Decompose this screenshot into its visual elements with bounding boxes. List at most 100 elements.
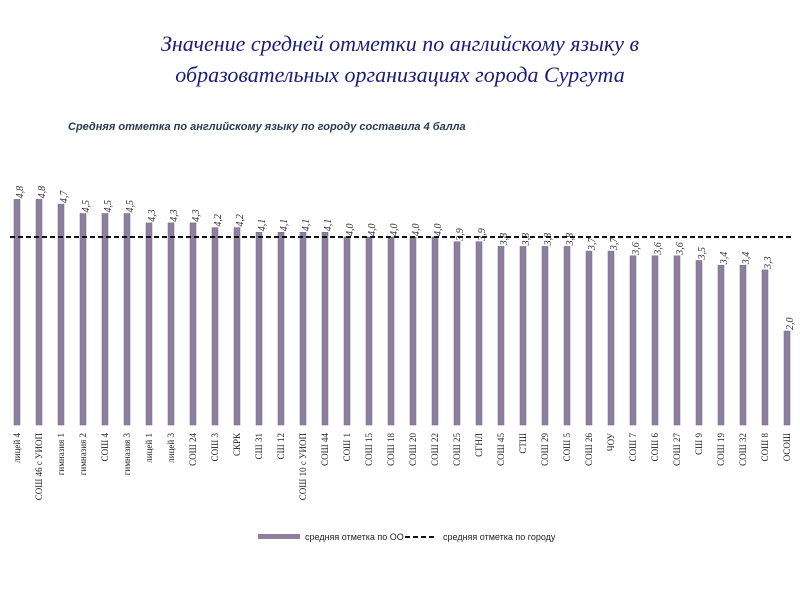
bar bbox=[629, 255, 637, 426]
bar bbox=[167, 222, 175, 426]
x-tick-label: СОШ 20 bbox=[408, 433, 418, 466]
value-label: 4,3 bbox=[147, 209, 158, 222]
x-tick-label: СОШ 7 bbox=[628, 433, 638, 462]
x-tick-label: СОШ 44 bbox=[320, 433, 330, 466]
bar bbox=[387, 236, 395, 426]
value-label: 3,6 bbox=[675, 242, 686, 256]
bar bbox=[497, 246, 505, 426]
value-label: 4,5 bbox=[125, 200, 136, 213]
value-label: 4,3 bbox=[169, 209, 180, 222]
bar bbox=[409, 236, 417, 426]
value-label: 3,7 bbox=[587, 237, 598, 252]
value-label: 4,2 bbox=[235, 214, 246, 227]
bar bbox=[717, 264, 725, 426]
bar bbox=[255, 232, 263, 426]
bar bbox=[783, 330, 791, 426]
value-label: 2,0 bbox=[785, 318, 796, 331]
value-label: 3,8 bbox=[499, 233, 510, 247]
value-label: 4,7 bbox=[59, 190, 70, 204]
x-tick-label: СОШ 18 bbox=[386, 433, 396, 466]
value-label: 3,5 bbox=[697, 247, 708, 261]
value-label: 4,1 bbox=[301, 219, 312, 232]
value-label: 4,1 bbox=[279, 219, 290, 232]
bar bbox=[101, 213, 109, 426]
x-tick-label: СОШ 45 bbox=[496, 433, 506, 466]
bar bbox=[607, 250, 615, 426]
bar bbox=[35, 199, 43, 426]
bar bbox=[519, 246, 527, 426]
bar bbox=[343, 236, 351, 426]
value-label: 4,0 bbox=[411, 224, 422, 237]
x-tick-label: СШ 12 bbox=[276, 433, 286, 459]
value-label: 4,0 bbox=[389, 224, 400, 237]
value-label: 3,8 bbox=[565, 233, 576, 247]
value-label: 3,3 bbox=[763, 256, 774, 270]
value-label: 3,6 bbox=[631, 242, 642, 256]
legend-label: средняя отметка по ОО bbox=[305, 532, 404, 542]
x-tick-label: СОШ 29 bbox=[540, 433, 550, 466]
bar bbox=[475, 241, 483, 426]
value-label: 3,4 bbox=[741, 252, 752, 266]
bar bbox=[431, 236, 439, 426]
bar bbox=[145, 222, 153, 426]
bar bbox=[761, 269, 769, 426]
x-tick-label: гимназия 1 bbox=[56, 433, 66, 475]
legend-label: средняя отметка по городу bbox=[443, 532, 556, 542]
x-tick-label: гимназия 3 bbox=[122, 433, 132, 476]
value-label: 4,1 bbox=[257, 219, 268, 232]
value-label: 3,9 bbox=[455, 228, 466, 242]
bar bbox=[739, 264, 747, 426]
bar bbox=[321, 232, 329, 426]
bar bbox=[585, 250, 593, 426]
bar bbox=[57, 203, 65, 426]
value-label: 3,9 bbox=[477, 228, 488, 242]
value-label: 4,1 bbox=[323, 219, 334, 232]
x-tick-label: СОШ 46 с УИОП bbox=[34, 433, 44, 501]
bar bbox=[563, 246, 571, 426]
value-label: 4,3 bbox=[191, 209, 202, 222]
x-tick-label: лицей 3 bbox=[166, 433, 176, 463]
value-label: 4,0 bbox=[433, 224, 444, 237]
x-tick-label: СОШ 32 bbox=[738, 433, 748, 466]
x-tick-label: СШ 9 bbox=[694, 433, 704, 455]
value-label: 4,2 bbox=[213, 214, 224, 227]
x-tick-label: СШ 31 bbox=[254, 433, 264, 459]
bar bbox=[541, 246, 549, 426]
bar bbox=[277, 232, 285, 426]
x-tick-label: СОШ 27 bbox=[672, 433, 682, 466]
bar bbox=[651, 255, 659, 426]
value-label: 4,5 bbox=[81, 200, 92, 213]
x-tick-label: СКРК bbox=[232, 432, 242, 456]
x-tick-label: СОШ 24 bbox=[188, 433, 198, 466]
value-label: 3,8 bbox=[543, 233, 554, 247]
x-tick-label: ЧОУ bbox=[606, 432, 616, 451]
bar bbox=[79, 213, 87, 426]
x-tick-label: СОШ 22 bbox=[430, 433, 440, 466]
value-label: 4,8 bbox=[15, 186, 26, 199]
x-tick-label: ОСОШ bbox=[782, 433, 792, 461]
x-tick-label: СГНЛ bbox=[474, 433, 484, 457]
bar bbox=[453, 241, 461, 426]
x-tick-label: СОШ 4 bbox=[100, 433, 110, 462]
chart-title: Значение средней отметки по английскому … bbox=[160, 31, 640, 87]
bar bbox=[365, 236, 373, 426]
value-label: 4,0 bbox=[345, 224, 356, 237]
bar bbox=[123, 213, 131, 426]
x-tick-label: СОШ 1 bbox=[342, 433, 352, 461]
x-tick-label: СОШ 6 bbox=[650, 433, 660, 462]
legend-swatch bbox=[258, 534, 300, 539]
bar bbox=[189, 222, 197, 426]
x-tick-label: СОШ 15 bbox=[364, 433, 374, 466]
bar bbox=[211, 227, 219, 426]
value-label: 3,6 bbox=[653, 242, 664, 256]
x-tick-label: СОШ 8 bbox=[760, 433, 770, 462]
x-tick-label: СТШ bbox=[518, 433, 528, 454]
bar bbox=[695, 260, 703, 426]
value-label: 3,8 bbox=[521, 233, 532, 247]
value-label: 3,4 bbox=[719, 252, 730, 266]
x-tick-label: СОШ 5 bbox=[562, 433, 572, 462]
x-tick-label: лицей 1 bbox=[144, 433, 154, 463]
x-tick-label: СОШ 19 bbox=[716, 433, 726, 466]
